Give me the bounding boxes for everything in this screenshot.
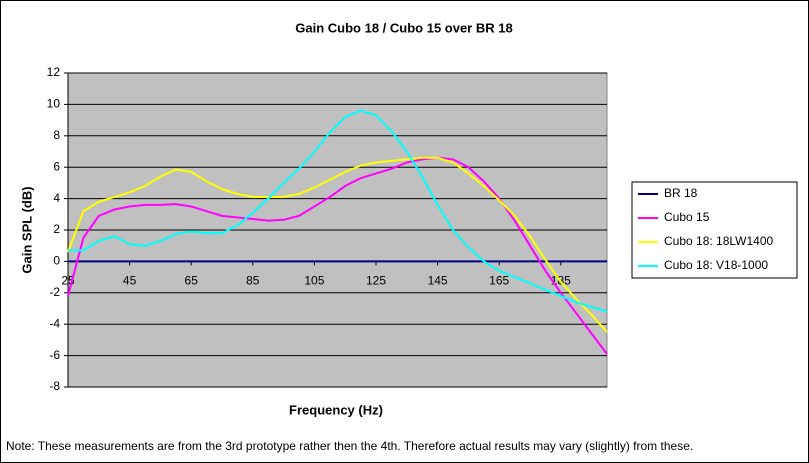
y-tick-label: -8 — [49, 379, 60, 393]
y-tick-label: -4 — [49, 316, 60, 330]
x-tick-label: 85 — [246, 274, 260, 288]
series-line — [67, 156, 608, 355]
legend-label: Cubo 15 — [664, 210, 710, 224]
legend-box — [631, 181, 798, 279]
y-tick-label: 6 — [53, 159, 60, 173]
y-axis-label: Gain SPL (dB) — [19, 186, 34, 273]
series-line — [68, 109, 608, 313]
legend-label: Cubo 18: 18LW1400 — [664, 234, 774, 248]
y-tick-label: 4 — [53, 191, 60, 205]
legend-label: Cubo 18: V18-1000 — [664, 258, 768, 272]
x-tick-label: 105 — [304, 274, 324, 288]
y-tick-label: -2 — [49, 285, 60, 299]
x-tick-label: 165 — [489, 274, 509, 288]
x-tick-label: 65 — [185, 274, 199, 288]
y-tick-label: 2 — [53, 222, 60, 236]
y-tick-label: 8 — [53, 128, 60, 142]
x-tick-label: 125 — [366, 274, 386, 288]
x-tick-label: 45 — [123, 274, 137, 288]
x-axis-label: Frequency (Hz) — [289, 402, 383, 417]
y-tick-label: 0 — [53, 254, 60, 268]
note: Note: These measurements are from the 3r… — [6, 439, 693, 453]
series-line — [67, 156, 608, 333]
y-tick-label: -6 — [49, 348, 60, 362]
chart-title: Gain Cubo 18 / Cubo 15 over BR 18 — [295, 20, 512, 35]
y-tick-label: 10 — [47, 97, 61, 111]
y-tick-label: 12 — [47, 65, 61, 79]
x-tick-label: 145 — [428, 274, 448, 288]
legend-label: BR 18 — [664, 186, 698, 200]
